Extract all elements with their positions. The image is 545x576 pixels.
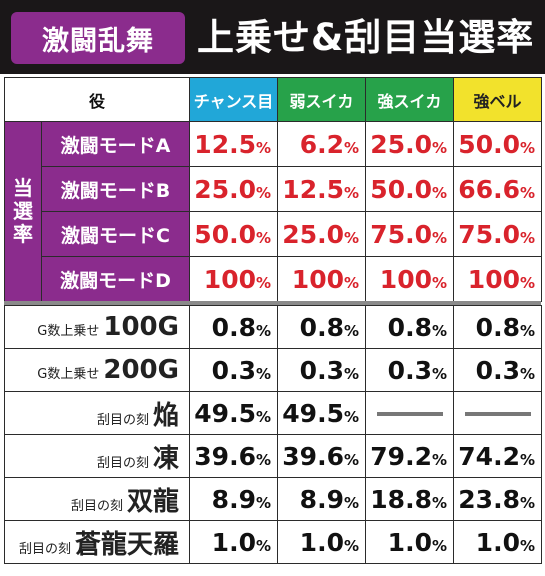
- lower-rate-table: G数上乗せ 100G 0.8% 0.8% 0.8% 0.8% G数上乗せ 200G …: [4, 305, 542, 564]
- col-chance-header: チャンス目: [189, 77, 279, 122]
- rate-cell: 79.2%: [365, 434, 454, 478]
- rate-cell: 75.0%: [365, 211, 455, 257]
- rate-cell: 12.5%: [189, 121, 279, 167]
- yaku-header: 役: [3, 77, 191, 122]
- rate-cell: 8.9%: [189, 477, 278, 521]
- rate-cell: 23.8%: [453, 477, 542, 521]
- row-label: G数上乗せ 200G: [4, 348, 190, 392]
- mode-label: 激闘モードB: [40, 166, 191, 212]
- rate-cell: 8.9%: [277, 477, 366, 521]
- rate-cell: 12.5%: [277, 166, 367, 212]
- table-row: G数上乗せ 200G 0.3% 0.3% 0.3% 0.3%: [4, 348, 542, 392]
- mode-rate-table: 役 チャンス目 弱スイカ 強スイカ 強ベル 当選率 激闘モードA 12.5% 6…: [3, 77, 543, 302]
- rate-cell: 1.0%: [365, 520, 454, 564]
- dash-cell: [453, 391, 542, 435]
- table-row: 激闘モードD 100% 100% 100% 100%: [5, 256, 543, 302]
- side-label: 当選率: [4, 121, 42, 302]
- mode-badge: 激闘乱舞: [11, 12, 185, 64]
- table-row: 刮目の刻凍 39.6% 39.6% 79.2% 74.2%: [4, 434, 542, 478]
- table-row: 激闘モードB 25.0% 12.5% 50.0% 66.6%: [5, 166, 543, 212]
- rate-cell: 100%: [453, 256, 543, 302]
- rate-cell: 25.0%: [189, 166, 279, 212]
- table-row: 激闘モードC 50.0% 25.0% 75.0% 75.0%: [5, 211, 543, 257]
- row-label: 刮目の刻凍: [4, 434, 190, 478]
- rate-cell: 6.2%: [277, 121, 367, 167]
- dash-cell: [365, 391, 454, 435]
- col-strong-bell-header: 強ベル: [453, 77, 543, 122]
- rate-cell: 100%: [277, 256, 367, 302]
- row-label: 刮目の刻焔: [4, 391, 190, 435]
- rate-cell: 39.6%: [189, 434, 278, 478]
- page-title: 上乗せ&刮目当選率: [197, 16, 535, 59]
- rate-cell: 0.3%: [277, 348, 366, 392]
- rate-cell: 0.3%: [365, 348, 454, 392]
- rate-cell: 1.0%: [189, 520, 278, 564]
- rate-cell: 74.2%: [453, 434, 542, 478]
- rate-cell: 50.0%: [365, 166, 455, 212]
- rate-cell: 50.0%: [189, 211, 279, 257]
- section-divider: [4, 301, 541, 306]
- rate-cell: 100%: [189, 256, 279, 302]
- rate-cell: 25.0%: [365, 121, 455, 167]
- mode-label: 激闘モードA: [40, 121, 191, 167]
- rate-cell: 66.6%: [453, 166, 543, 212]
- rate-cell: 49.5%: [277, 391, 366, 435]
- table-row: G数上乗せ 100G 0.8% 0.8% 0.8% 0.8%: [4, 305, 542, 349]
- table-row: 当選率 激闘モードA 12.5% 6.2% 25.0% 50.0%: [4, 121, 543, 302]
- rate-cell: 0.8%: [277, 305, 366, 349]
- row-label: G数上乗せ 100G: [4, 305, 190, 349]
- rate-cell: 39.6%: [277, 434, 366, 478]
- row-label: 刮目の刻 双龍: [4, 477, 190, 521]
- mode-label: 激闘モードC: [40, 211, 191, 257]
- rate-cell: 0.8%: [189, 305, 278, 349]
- header-bar: 激闘乱舞 上乗せ&刮目当選率: [0, 0, 545, 74]
- table-row: 刮目の刻焔 49.5% 49.5%: [4, 391, 542, 435]
- rate-cell: 50.0%: [453, 121, 543, 167]
- rate-cell: 0.3%: [189, 348, 278, 392]
- rate-cell: 18.8%: [365, 477, 454, 521]
- rate-cell: 25.0%: [277, 211, 367, 257]
- rate-cell: 0.8%: [453, 305, 542, 349]
- column-header-row: 役 チャンス目 弱スイカ 強スイカ 強ベル: [3, 77, 543, 122]
- table-row: 刮目の刻 蒼龍天羅 1.0% 1.0% 1.0% 1.0%: [4, 520, 542, 564]
- mode-label: 激闘モードD: [40, 256, 191, 302]
- col-weak-suika-header: 弱スイカ: [277, 77, 367, 122]
- rate-cell: 49.5%: [189, 391, 278, 435]
- table-row: 刮目の刻 双龍 8.9% 8.9% 18.8% 23.8%: [4, 477, 542, 521]
- rate-cell: 1.0%: [453, 520, 542, 564]
- rate-cell: 0.3%: [453, 348, 542, 392]
- rate-cell: 1.0%: [277, 520, 366, 564]
- row-label: 刮目の刻 蒼龍天羅: [4, 520, 190, 564]
- rate-cell: 100%: [365, 256, 455, 302]
- col-strong-suika-header: 強スイカ: [365, 77, 455, 122]
- rate-cell: 75.0%: [453, 211, 543, 257]
- rate-cell: 0.8%: [365, 305, 454, 349]
